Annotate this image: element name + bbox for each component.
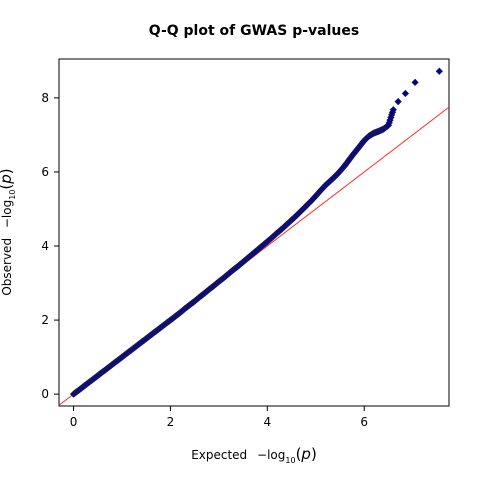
x-axis-label-open: ( xyxy=(296,445,302,463)
data-point xyxy=(435,67,443,75)
y-axis-label-subscript: 10 xyxy=(8,190,17,200)
data-point xyxy=(411,78,419,86)
data-points xyxy=(69,67,443,398)
plot-frame xyxy=(58,58,450,407)
y-axis-label-minus-log: −log xyxy=(0,200,14,228)
x-tick-label: 0 xyxy=(70,415,78,429)
y-axis: 0 2 4 6 8 xyxy=(41,91,59,401)
y-axis-label-close: ) xyxy=(0,168,15,174)
y-tick-label: 0 xyxy=(41,387,49,401)
x-axis-label-var: p xyxy=(300,445,311,463)
y-tick-label: 8 xyxy=(41,91,49,105)
y-axis-label: Observed −log10(p) xyxy=(0,168,17,295)
y-axis-label-var: p xyxy=(0,174,15,185)
y-tick-label: 4 xyxy=(41,239,49,253)
x-axis-label: Expected −log10(p) xyxy=(191,445,317,465)
x-tick-label: 2 xyxy=(167,415,175,429)
y-tick-label: 6 xyxy=(41,165,49,179)
y-axis-label-prefix: Observed xyxy=(0,238,14,296)
x-tick-label: 4 xyxy=(264,415,272,429)
y-tick-label: 2 xyxy=(41,313,49,327)
data-point xyxy=(389,106,397,114)
x-axis-label-minus-log: −log xyxy=(257,448,285,462)
plot-area xyxy=(58,58,450,407)
data-point xyxy=(401,89,410,98)
x-tick-label: 6 xyxy=(360,415,368,429)
x-axis-label-prefix: Expected xyxy=(191,448,247,462)
x-axis-label-close: ) xyxy=(311,445,317,463)
chart-title: Q-Q plot of GWAS p-values xyxy=(149,23,359,39)
y-axis-label-open: ( xyxy=(0,184,15,190)
x-axis: 0 2 4 6 xyxy=(70,406,368,429)
data-point xyxy=(394,97,402,106)
x-axis-label-subscript: 10 xyxy=(285,456,295,465)
